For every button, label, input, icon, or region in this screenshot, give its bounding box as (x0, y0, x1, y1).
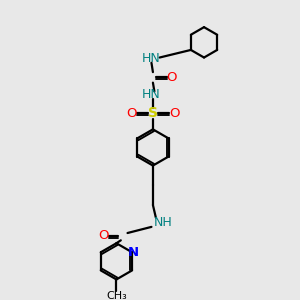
Text: NH: NH (154, 216, 172, 229)
Text: HN: HN (142, 88, 161, 101)
Text: S: S (148, 106, 158, 120)
Text: N: N (128, 246, 139, 259)
Text: O: O (169, 107, 180, 120)
Text: O: O (126, 107, 136, 120)
Text: CH₃: CH₃ (106, 291, 127, 300)
Text: O: O (167, 71, 177, 84)
Text: O: O (98, 230, 109, 242)
Text: HN: HN (142, 52, 161, 65)
